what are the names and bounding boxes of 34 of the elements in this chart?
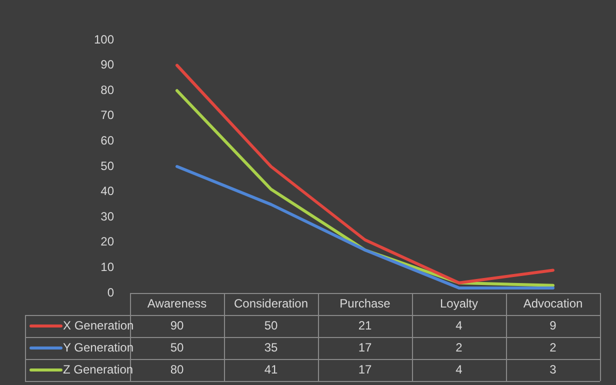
y-tick-label: 70 [100,108,114,122]
data-label: 50 [264,318,278,332]
y-tick-label: 0 [107,285,114,300]
data-label: 3 [550,362,557,376]
data-label: 50 [170,340,184,354]
y-tick-label: 50 [100,158,114,173]
x-tick-label: Purchase [340,296,391,310]
legend-label: Y Generation [63,340,134,354]
y-tick-label: 30 [100,209,114,224]
data-label: 80 [170,362,184,376]
data-label: 90 [170,318,184,332]
x-tick-label: Awareness [147,296,207,310]
y-tick-label: 40 [100,184,114,198]
y-tick-label: 10 [100,260,114,274]
data-label: 9 [550,318,557,332]
data-label: 21 [358,318,372,332]
data-label: 2 [550,340,557,354]
legend-label: Z Generation [63,362,134,376]
data-label: 4 [456,362,463,376]
x-tick-label: Advocation [523,296,583,310]
x-tick-label: Loyalty [440,296,478,310]
y-tick-label: 80 [100,82,114,97]
data-label: 17 [358,340,372,354]
y-tick-label: 90 [100,58,114,72]
y-tick-label: 100 [94,32,114,46]
data-label: 2 [456,340,463,354]
data-label: 35 [264,340,278,354]
y-tick-label: 20 [100,234,114,249]
data-label: 41 [264,362,278,376]
data-label: 17 [358,362,372,376]
data-label: 4 [456,318,463,332]
legend-label: X Generation [63,318,134,332]
x-tick-label: Consideration [234,296,308,310]
y-tick-label: 60 [100,134,114,148]
